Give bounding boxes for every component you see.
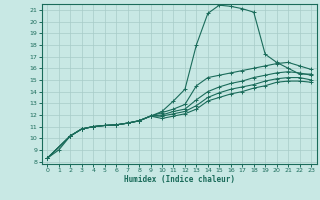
X-axis label: Humidex (Indice chaleur): Humidex (Indice chaleur) (124, 175, 235, 184)
